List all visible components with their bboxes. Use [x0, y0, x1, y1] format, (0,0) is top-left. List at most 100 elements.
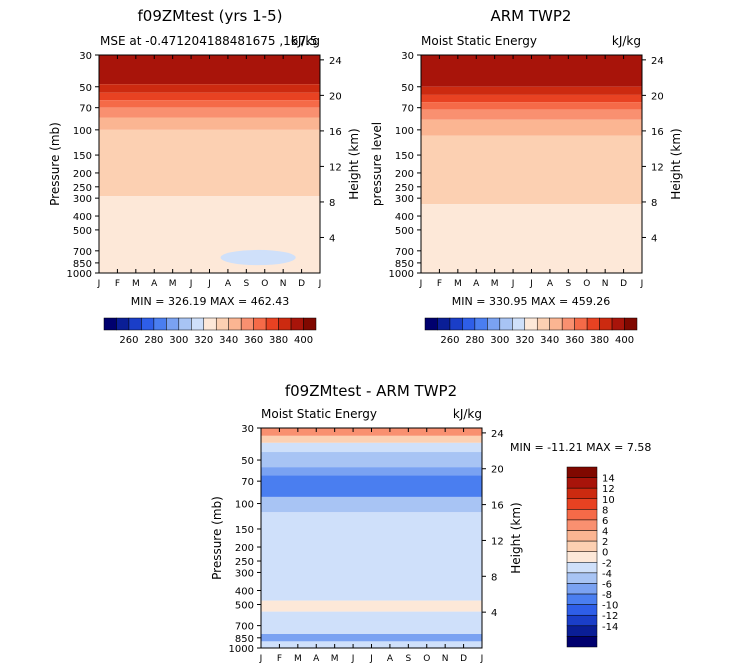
- x-tick-label: S: [243, 279, 249, 289]
- colorbar-swatch: [462, 317, 476, 331]
- colorbar-swatch: [566, 551, 598, 563]
- height-tick-label: 4: [329, 233, 335, 244]
- height-tick-label: 8: [491, 572, 497, 583]
- contour-band: [99, 55, 320, 85]
- y-axis-label: Pressure (mb): [210, 496, 224, 580]
- x-tick-label: J: [640, 279, 644, 289]
- colorbar-swatch: [566, 562, 598, 574]
- colorbar-swatch: [278, 317, 292, 331]
- colorbar-label: 300: [490, 335, 509, 346]
- x-tick-label: N: [602, 279, 609, 289]
- contour-band: [421, 204, 642, 273]
- panel-subtitle-left: Moist Static Energy: [421, 34, 537, 48]
- y-tick-label: 500: [235, 601, 254, 612]
- colorbar-swatch: [566, 509, 598, 521]
- colorbar-label: 12: [602, 484, 615, 495]
- colorbar-label: 340: [540, 335, 559, 346]
- height-tick-label: 24: [329, 56, 342, 67]
- y-tick-label: 50: [401, 83, 414, 94]
- x-tick-label: S: [565, 279, 571, 289]
- colorbar-swatch: [474, 317, 488, 331]
- x-tick-label: J: [480, 654, 484, 664]
- panel-stats: MIN = -11.21 MAX = 7.58: [510, 441, 651, 454]
- x-tick-label: O: [423, 654, 430, 664]
- colorbar-swatch: [586, 317, 600, 331]
- y-tick-label: 70: [79, 104, 92, 115]
- y-tick-label: 850: [235, 634, 254, 645]
- colorbar-label: -12: [602, 611, 618, 622]
- contour-band: [421, 119, 642, 136]
- x-tick-label: F: [115, 279, 120, 289]
- height-tick-label: 4: [651, 233, 657, 244]
- colorbar-swatch: [599, 317, 613, 331]
- contour-anomaly: [220, 249, 296, 266]
- panel-subtitle-left: Moist Static Energy: [261, 407, 377, 421]
- contour-band: [99, 92, 320, 101]
- x-tick-label: S: [405, 654, 411, 664]
- x-tick-label: N: [442, 654, 449, 664]
- height-tick-label: 20: [491, 465, 504, 476]
- panel-stats: MIN = 326.19 MAX = 462.43: [131, 295, 289, 308]
- colorbar-label: -2: [602, 558, 612, 569]
- y-tick-label: 1000: [67, 269, 92, 280]
- colorbar-swatch: [487, 317, 501, 331]
- y-tick-label: 150: [235, 525, 254, 536]
- contour-band: [261, 442, 482, 453]
- x-tick-label: M: [454, 279, 462, 289]
- y-tick-label: 200: [395, 169, 414, 180]
- height-tick-label: 12: [491, 536, 504, 547]
- x-tick-label: D: [460, 654, 467, 664]
- contour-band: [99, 84, 320, 93]
- contour-band: [261, 452, 482, 468]
- colorbar-swatch: [566, 583, 598, 595]
- height-tick-label: 24: [491, 429, 504, 440]
- colorbar-swatch: [566, 625, 598, 637]
- y-tick-label: 250: [235, 557, 254, 568]
- colorbar-label: 4: [602, 527, 608, 538]
- colorbar-swatch: [424, 317, 438, 331]
- contour-band: [261, 475, 482, 497]
- y-tick-label: 150: [73, 151, 92, 162]
- colorbar-label: -14: [602, 622, 618, 633]
- colorbar-swatch: [303, 317, 317, 331]
- colorbar-label: 10: [602, 495, 615, 506]
- panel-difference: f09ZMtest - ARM TWP2 Moist Static Energy…: [210, 382, 651, 664]
- colorbar-label: 2: [602, 537, 608, 548]
- height-tick-label: 8: [651, 198, 657, 209]
- height-tick-label: 20: [651, 91, 664, 102]
- colorbar-label: 400: [615, 335, 634, 346]
- x-tick-label: J: [97, 279, 101, 289]
- colorbar-swatch: [499, 317, 513, 331]
- y-tick-label: 1000: [389, 269, 414, 280]
- y-tick-label: 700: [73, 247, 92, 258]
- colorbar-swatch: [253, 317, 267, 331]
- panel-subtitle-right: kJ/kg: [453, 407, 482, 421]
- colorbar-swatch: [178, 317, 192, 331]
- y-axis-label-right: Height (km): [509, 502, 523, 573]
- x-tick-label: M: [169, 279, 177, 289]
- colorbar-label: 380: [590, 335, 609, 346]
- height-tick-label: 16: [651, 127, 664, 138]
- colorbar-label: 400: [294, 335, 313, 346]
- x-tick-label: J: [351, 654, 355, 664]
- colorbar-swatch: [290, 317, 304, 331]
- colorbar-swatch: [611, 317, 625, 331]
- y-axis-label: pressure level: [370, 122, 384, 206]
- x-tick-label: A: [387, 654, 394, 664]
- x-tick-label: M: [294, 654, 302, 664]
- colorbar-swatch: [128, 317, 142, 331]
- colorbar-swatch: [566, 614, 598, 627]
- x-tick-label: D: [298, 279, 305, 289]
- x-tick-label: J: [511, 279, 515, 289]
- colorbar-observation: 260 280 300 320 340 360 380 400: [424, 317, 638, 346]
- y-tick-label: 100: [395, 126, 414, 137]
- y-tick-label: 100: [73, 126, 92, 137]
- y-tick-label: 1000: [229, 644, 254, 655]
- y-tick-label: 30: [79, 51, 92, 62]
- colorbar-swatch: [566, 540, 598, 552]
- panel-title: f09ZMtest (yrs 1-5): [138, 7, 283, 25]
- colorbar-swatch: [215, 317, 229, 331]
- x-tick-label: J: [189, 279, 193, 289]
- y-tick-label: 250: [73, 183, 92, 194]
- contour-band: [261, 634, 482, 642]
